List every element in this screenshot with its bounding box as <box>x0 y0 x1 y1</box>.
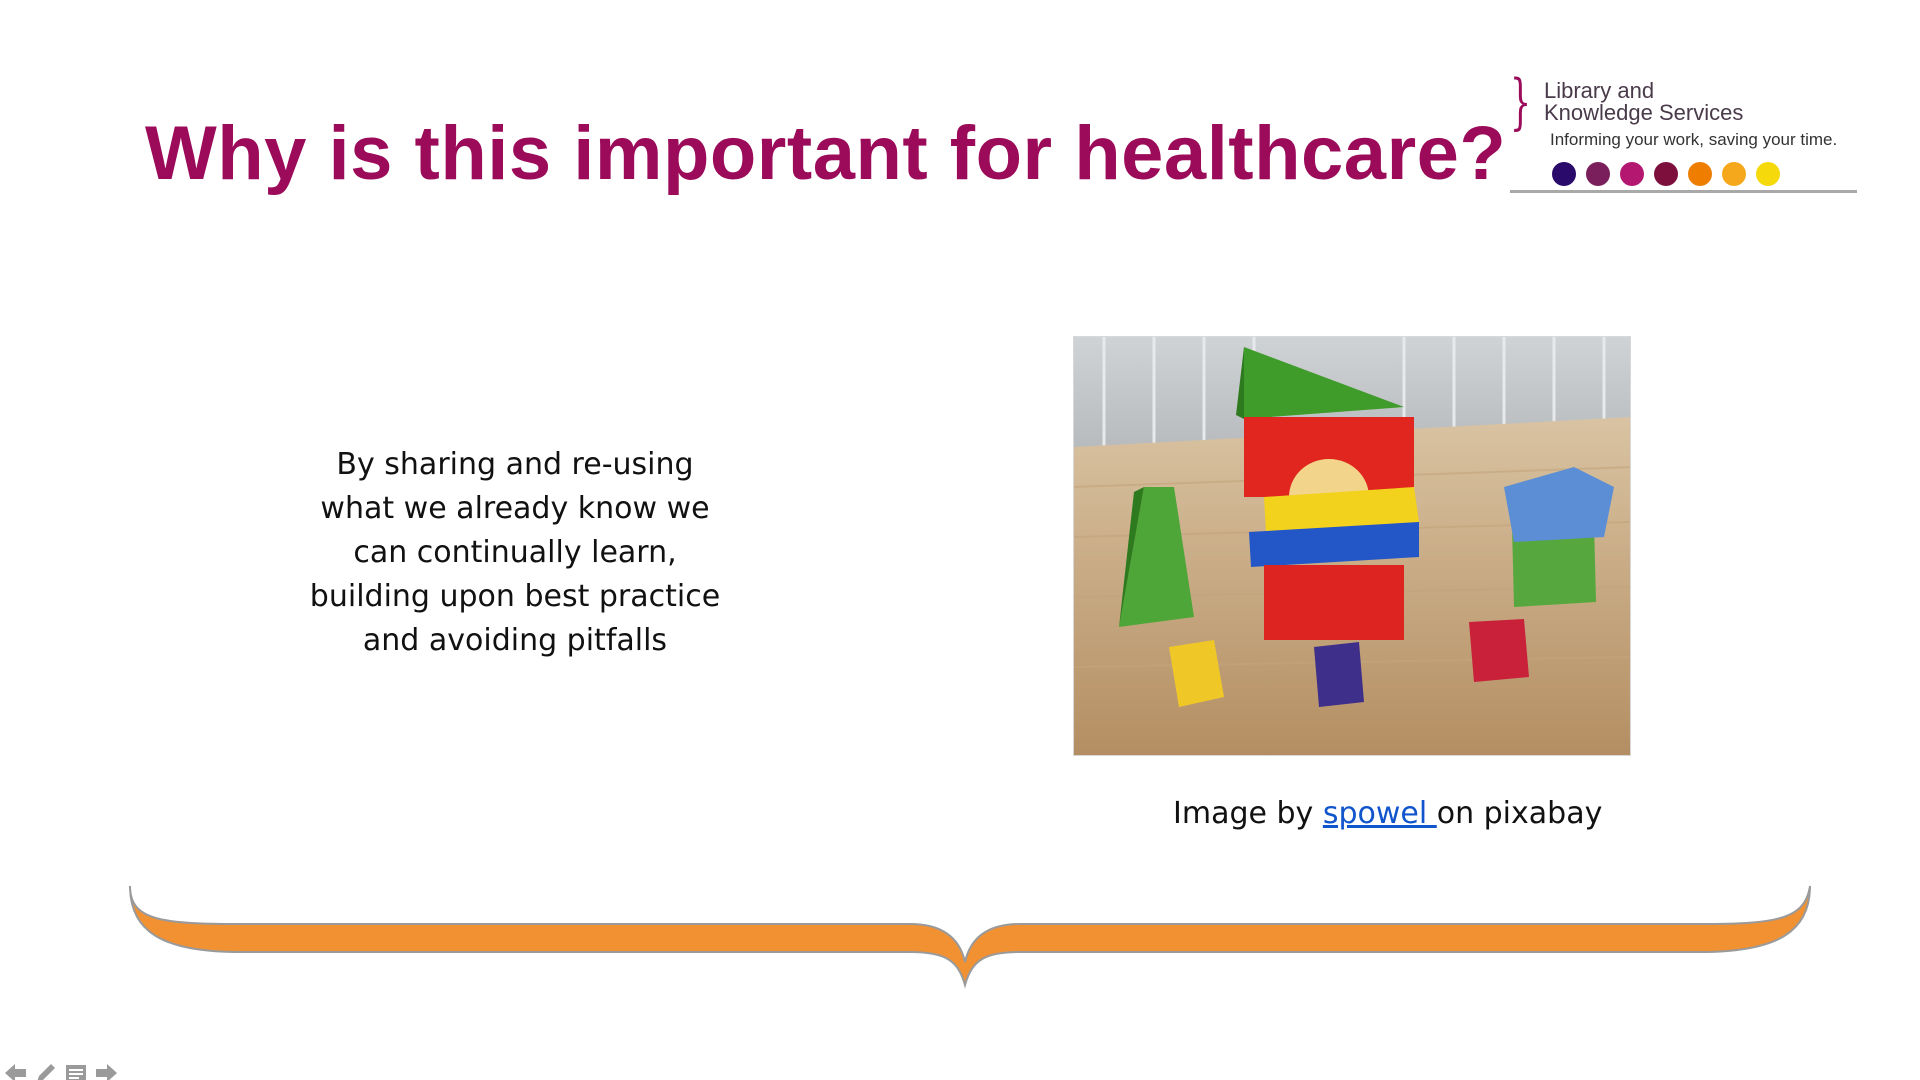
logo-dots <box>1552 162 1780 186</box>
caption-suffix: on pixabay <box>1436 796 1603 831</box>
library-logo: } Library and Knowledge Services Informi… <box>1510 72 1860 197</box>
logo-line2: Knowledge Services <box>1544 100 1744 125</box>
logo-dot-4 <box>1654 162 1678 186</box>
logo-brace-icon: } <box>1510 67 1532 137</box>
logo-dot-1 <box>1552 162 1576 186</box>
pen-icon[interactable] <box>34 1061 58 1080</box>
orange-brace <box>129 885 1811 989</box>
image-caption: Image by spowel on pixabay <box>1173 796 1602 831</box>
logo-rule <box>1510 190 1857 193</box>
slide-title: Why is this important for healthcare? <box>145 111 1507 196</box>
logo-dot-5 <box>1688 162 1712 186</box>
logo-dot-3 <box>1620 162 1644 186</box>
slide-nav <box>4 1060 118 1080</box>
arrow-right-icon[interactable] <box>94 1061 118 1080</box>
body-text: By sharing and re-using what we already … <box>309 447 721 658</box>
logo-dot-2 <box>1586 162 1610 186</box>
menu-icon[interactable] <box>64 1061 88 1080</box>
logo-tagline: Informing your work, saving your time. <box>1550 130 1838 149</box>
arrow-left-icon[interactable] <box>4 1061 28 1080</box>
logo-line1: Library and <box>1544 78 1655 103</box>
caption-prefix: Image by <box>1173 796 1323 831</box>
logo-dot-7 <box>1756 162 1780 186</box>
logo-dot-6 <box>1722 162 1746 186</box>
spowel-link[interactable]: spowel <box>1322 796 1437 831</box>
building-blocks-image <box>1073 336 1631 756</box>
